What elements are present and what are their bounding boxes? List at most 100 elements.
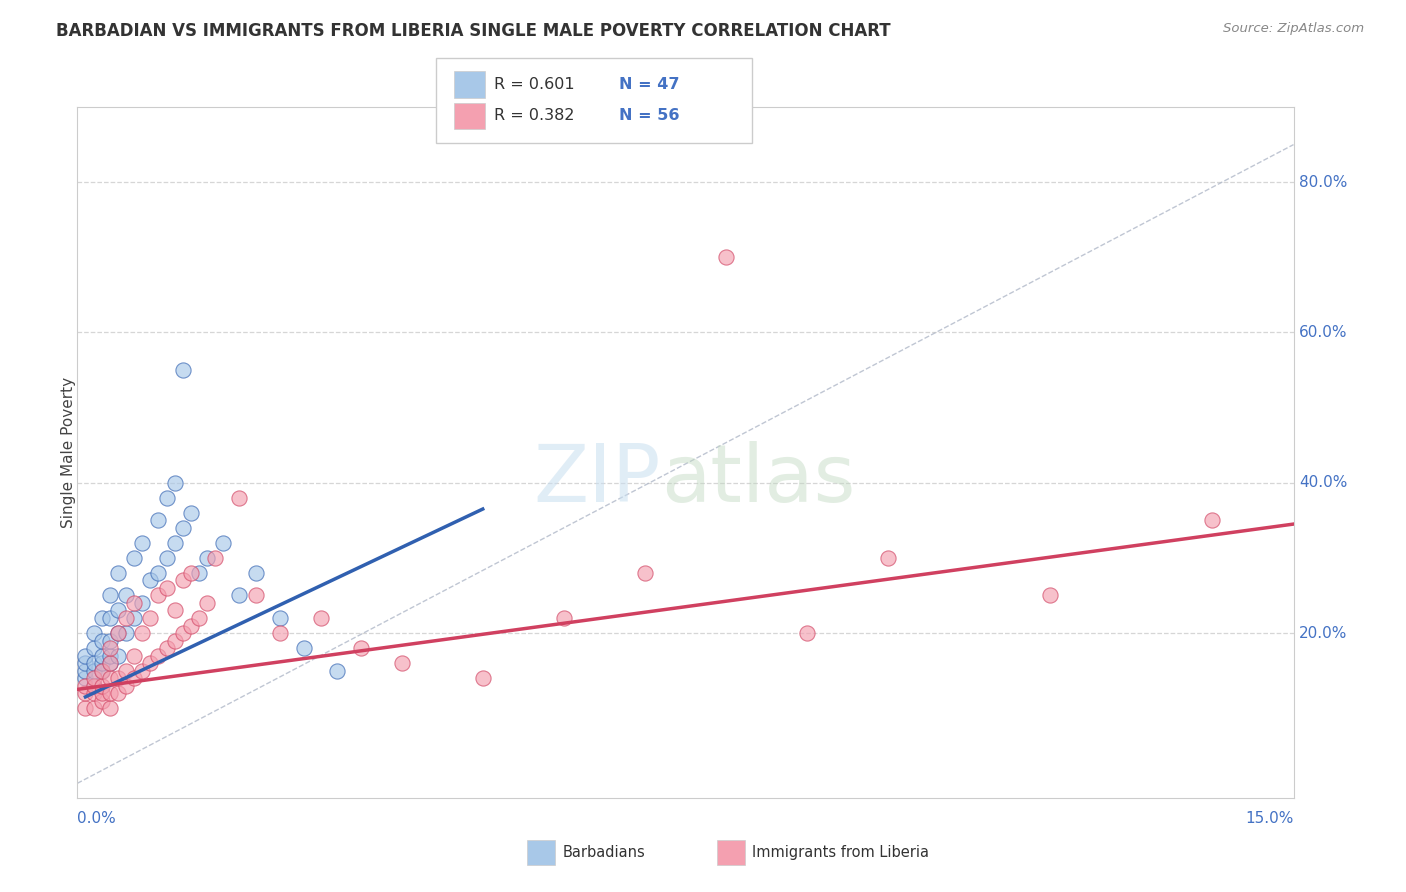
Point	[107, 566, 129, 580]
Point	[139, 656, 162, 670]
Text: R = 0.601: R = 0.601	[494, 78, 574, 92]
Point	[122, 671, 145, 685]
Point	[212, 536, 235, 550]
Point	[139, 574, 162, 588]
Text: BARBADIAN VS IMMIGRANTS FROM LIBERIA SINGLE MALE POVERTY CORRELATION CHART: BARBADIAN VS IMMIGRANTS FROM LIBERIA SIN…	[56, 22, 891, 40]
Text: 80.0%: 80.0%	[1299, 175, 1347, 190]
Point	[115, 626, 138, 640]
Text: atlas: atlas	[661, 442, 855, 519]
Text: N = 56: N = 56	[619, 109, 679, 123]
Point	[155, 550, 177, 565]
Point	[188, 611, 211, 625]
Point	[148, 648, 170, 663]
Text: Barbadians: Barbadians	[562, 846, 645, 860]
Y-axis label: Single Male Poverty: Single Male Poverty	[62, 377, 76, 528]
Point	[139, 611, 162, 625]
Point	[350, 641, 373, 656]
Point	[131, 626, 153, 640]
Point	[83, 686, 105, 700]
Point	[155, 581, 177, 595]
Point	[98, 656, 121, 670]
Point	[172, 626, 194, 640]
Point	[634, 566, 657, 580]
Point	[115, 589, 138, 603]
Text: 20.0%: 20.0%	[1299, 625, 1347, 640]
Point	[75, 671, 97, 685]
Point	[1039, 589, 1062, 603]
Point	[148, 566, 170, 580]
Point	[553, 611, 575, 625]
Point	[163, 633, 186, 648]
Point	[98, 641, 121, 656]
Point	[131, 536, 153, 550]
Point	[115, 664, 138, 678]
Point	[204, 550, 226, 565]
Point	[90, 679, 112, 693]
Point	[90, 648, 112, 663]
Point	[83, 679, 105, 693]
Point	[83, 679, 105, 693]
Point	[1201, 513, 1223, 527]
Point	[107, 686, 129, 700]
Point	[75, 656, 97, 670]
Point	[172, 574, 194, 588]
Point	[163, 475, 186, 490]
Point	[172, 521, 194, 535]
Text: 0.0%: 0.0%	[77, 812, 117, 826]
Point	[155, 641, 177, 656]
Point	[90, 686, 112, 700]
Point	[83, 664, 105, 678]
Point	[245, 566, 267, 580]
Text: 60.0%: 60.0%	[1299, 325, 1347, 340]
Point	[796, 626, 818, 640]
Point	[714, 250, 737, 264]
Point	[90, 611, 112, 625]
Point	[245, 589, 267, 603]
Point	[83, 701, 105, 715]
Point	[122, 550, 145, 565]
Text: 40.0%: 40.0%	[1299, 475, 1347, 491]
Text: ZIP: ZIP	[534, 442, 661, 519]
Point	[391, 656, 413, 670]
Point	[107, 603, 129, 617]
Point	[122, 648, 145, 663]
Text: N = 47: N = 47	[619, 78, 679, 92]
Point	[228, 589, 250, 603]
Text: 15.0%: 15.0%	[1246, 812, 1294, 826]
Point	[115, 611, 138, 625]
Point	[180, 618, 202, 632]
Point	[107, 648, 129, 663]
Point	[269, 626, 291, 640]
Point	[83, 641, 105, 656]
Point	[90, 656, 112, 670]
Point	[90, 693, 112, 707]
Point	[98, 611, 121, 625]
Point	[163, 536, 186, 550]
Point	[98, 648, 121, 663]
Point	[90, 664, 112, 678]
Point	[75, 679, 97, 693]
Point	[107, 671, 129, 685]
Point	[107, 626, 129, 640]
Point	[195, 550, 218, 565]
Point	[122, 596, 145, 610]
Point	[155, 491, 177, 505]
Point	[107, 626, 129, 640]
Point	[471, 671, 494, 685]
Point	[75, 648, 97, 663]
Point	[98, 633, 121, 648]
Point	[131, 664, 153, 678]
Text: R = 0.382: R = 0.382	[494, 109, 574, 123]
Point	[98, 589, 121, 603]
Point	[180, 566, 202, 580]
Point	[90, 633, 112, 648]
Point	[98, 701, 121, 715]
Point	[326, 664, 349, 678]
Point	[195, 596, 218, 610]
Point	[292, 641, 315, 656]
Point	[98, 656, 121, 670]
Point	[163, 603, 186, 617]
Text: Source: ZipAtlas.com: Source: ZipAtlas.com	[1223, 22, 1364, 36]
Point	[309, 611, 332, 625]
Point	[75, 664, 97, 678]
